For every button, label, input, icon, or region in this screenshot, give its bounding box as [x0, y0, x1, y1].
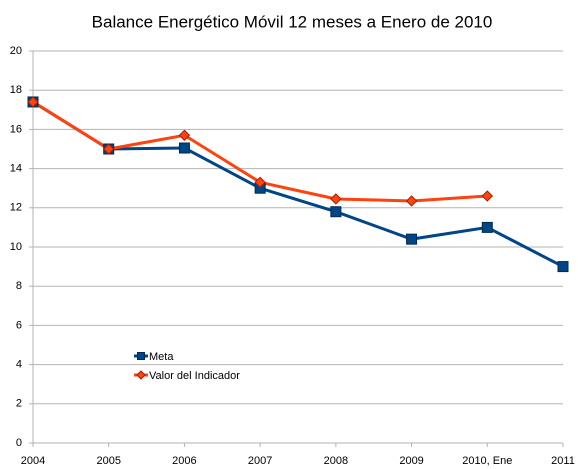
y-tick-label: 2 [16, 398, 22, 410]
marker [330, 206, 342, 218]
marker [557, 261, 569, 273]
marker [481, 190, 493, 202]
legend-marker [136, 370, 146, 380]
marker [481, 221, 493, 233]
legend-label: Valor del Indicador [149, 370, 240, 382]
y-tick-label: 0 [16, 437, 22, 449]
marker [406, 233, 418, 245]
y-tick-label: 10 [10, 241, 22, 253]
x-tick-label: 2004 [21, 455, 45, 467]
x-tick-label: 2011 [551, 455, 575, 467]
x-tick-label: 2005 [96, 455, 120, 467]
legend: Meta Valor del Indicador [134, 351, 240, 382]
legend-label: Meta [149, 351, 174, 363]
x-tick-label: 2006 [172, 455, 196, 467]
chart-title: Balance Energético Móvil 12 meses a Ener… [92, 12, 493, 31]
y-tick-label: 12 [10, 202, 22, 214]
y-tick-label: 18 [10, 84, 22, 96]
y-tick-label: 4 [16, 359, 22, 371]
y-tick-label: 16 [10, 123, 22, 135]
x-tick-label: 2007 [248, 455, 272, 467]
x-tick-label: 2009 [399, 455, 423, 467]
marker [178, 129, 191, 141]
y-tick-label: 14 [10, 163, 22, 175]
marker [405, 195, 418, 207]
marker [330, 193, 342, 205]
y-tick-label: 20 [10, 45, 22, 57]
marker [103, 143, 115, 155]
y-tick-label: 6 [16, 319, 22, 331]
marker [27, 96, 39, 108]
marker [178, 142, 190, 154]
x-tick-label: 2010, Ene [462, 455, 512, 467]
marker [254, 176, 266, 189]
series-line [32, 100, 564, 268]
legend-marker [137, 352, 145, 360]
x-tick-label: 2008 [324, 455, 348, 467]
y-tick-label: 8 [16, 280, 22, 292]
